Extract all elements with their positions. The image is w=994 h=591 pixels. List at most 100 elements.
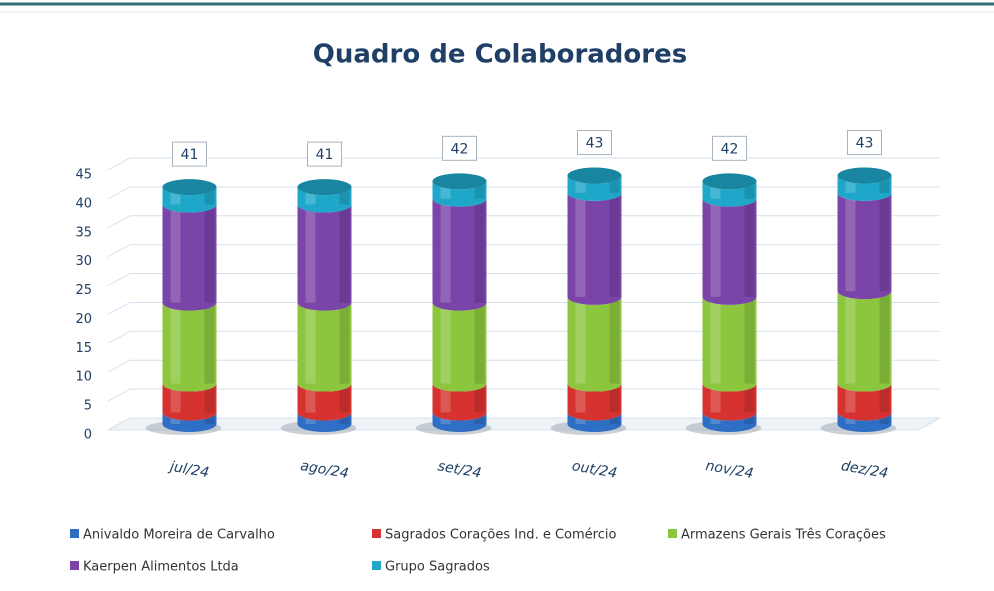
legend-label: Grupo Sagrados [385,560,490,575]
bar-segment [162,302,217,392]
bar-segment [837,383,892,421]
bar-dark [339,412,350,424]
bar-highlight [575,192,586,297]
legend-swatch [70,561,79,570]
grid-line-side [107,388,131,402]
bar-highlight [710,181,721,199]
bar-segment [297,302,352,392]
legend-label: Anivaldo Moreira de Carvalho [83,528,275,543]
y-tick-label: 30 [75,254,92,269]
x-tick-label: out/24 [571,458,619,482]
bar-segment [567,412,622,432]
bar-segment [702,412,757,432]
bar-segment [837,192,892,300]
bar-segment [432,383,487,421]
bar-dark [339,302,350,384]
bar-highlight [575,175,586,193]
bar-segment [162,412,217,432]
bar-dark [609,412,620,424]
y-tick-label: 35 [75,225,92,240]
bar-segment [702,296,757,392]
bar-highlight [170,187,181,205]
bar-segment [702,181,757,207]
bar-highlight [305,187,316,205]
grid-line-side [107,273,131,286]
bar-dark [204,383,215,413]
bar-top [837,167,892,184]
bar-dark [744,198,755,297]
bar-highlight [305,383,316,413]
grid-line-side [107,244,131,258]
bar-highlight [305,204,316,303]
grid-line-side [107,302,131,315]
bar-highlight [170,302,181,384]
bar-segment [432,412,487,432]
total-label: 41 [316,147,334,163]
y-tick-label: 25 [75,283,92,298]
legend-label: Armazens Gerais Três Corações [681,528,886,543]
bar-segment [837,291,892,392]
bar-dark [474,302,485,384]
y-tick-label: 40 [75,196,92,211]
bar-dark [609,296,620,384]
total-box [172,141,207,167]
bar-segment [567,296,622,392]
bar-top [567,167,622,184]
total-label: 43 [856,136,874,152]
legend-swatch [70,529,79,538]
bar-dark [879,291,890,384]
bar-highlight [305,302,316,384]
bar-dark [204,187,215,205]
bar-highlight [170,204,181,303]
bar-segment [162,187,217,213]
bar-dark [879,192,890,292]
total-label: 42 [721,141,739,157]
grid-line-side [107,330,131,344]
bar-dark [879,175,890,193]
legend-swatch [668,529,677,538]
y-tick-label: 45 [75,168,92,183]
grid-line-side [107,186,131,200]
y-tick-label: 10 [75,370,92,385]
bar-highlight [575,383,586,413]
bar-segment [432,302,487,392]
bar-segment [837,412,892,432]
bar-dark [339,187,350,205]
bar-dark [204,302,215,384]
total-label: 41 [181,147,199,163]
bar-highlight [440,198,451,303]
y-tick-label: 0 [84,428,92,443]
grid-line-side [107,157,131,171]
bar-highlight [440,302,451,384]
bar-segment [567,383,622,421]
grid-line-side [107,215,131,229]
bar-dark [744,383,755,413]
grid-line-side [107,359,131,373]
bar-segment [297,187,352,213]
bar-highlight [710,198,721,297]
total-label: 42 [451,141,469,157]
bar-dark [474,181,485,199]
bar-segment [567,192,622,305]
bar-dark [474,412,485,424]
bar-highlight [440,181,451,199]
y-tick-label: 5 [84,399,92,414]
bar-dark [744,181,755,199]
bar-dark [339,383,350,413]
bar-dark [609,383,620,413]
bar-segment [702,383,757,421]
bar-segment [297,383,352,421]
bar-highlight [575,296,586,384]
bar-dark [204,204,215,303]
bar-dark [609,175,620,193]
bar-segment [297,204,352,311]
y-tick-label: 15 [75,341,92,356]
bar-dark [609,192,620,297]
bar-top [432,173,487,190]
bar-top [162,179,217,196]
bar-top [297,179,352,196]
bar-highlight [845,291,856,384]
x-tick-label: jul/24 [167,458,210,481]
bar-dark [339,204,350,303]
